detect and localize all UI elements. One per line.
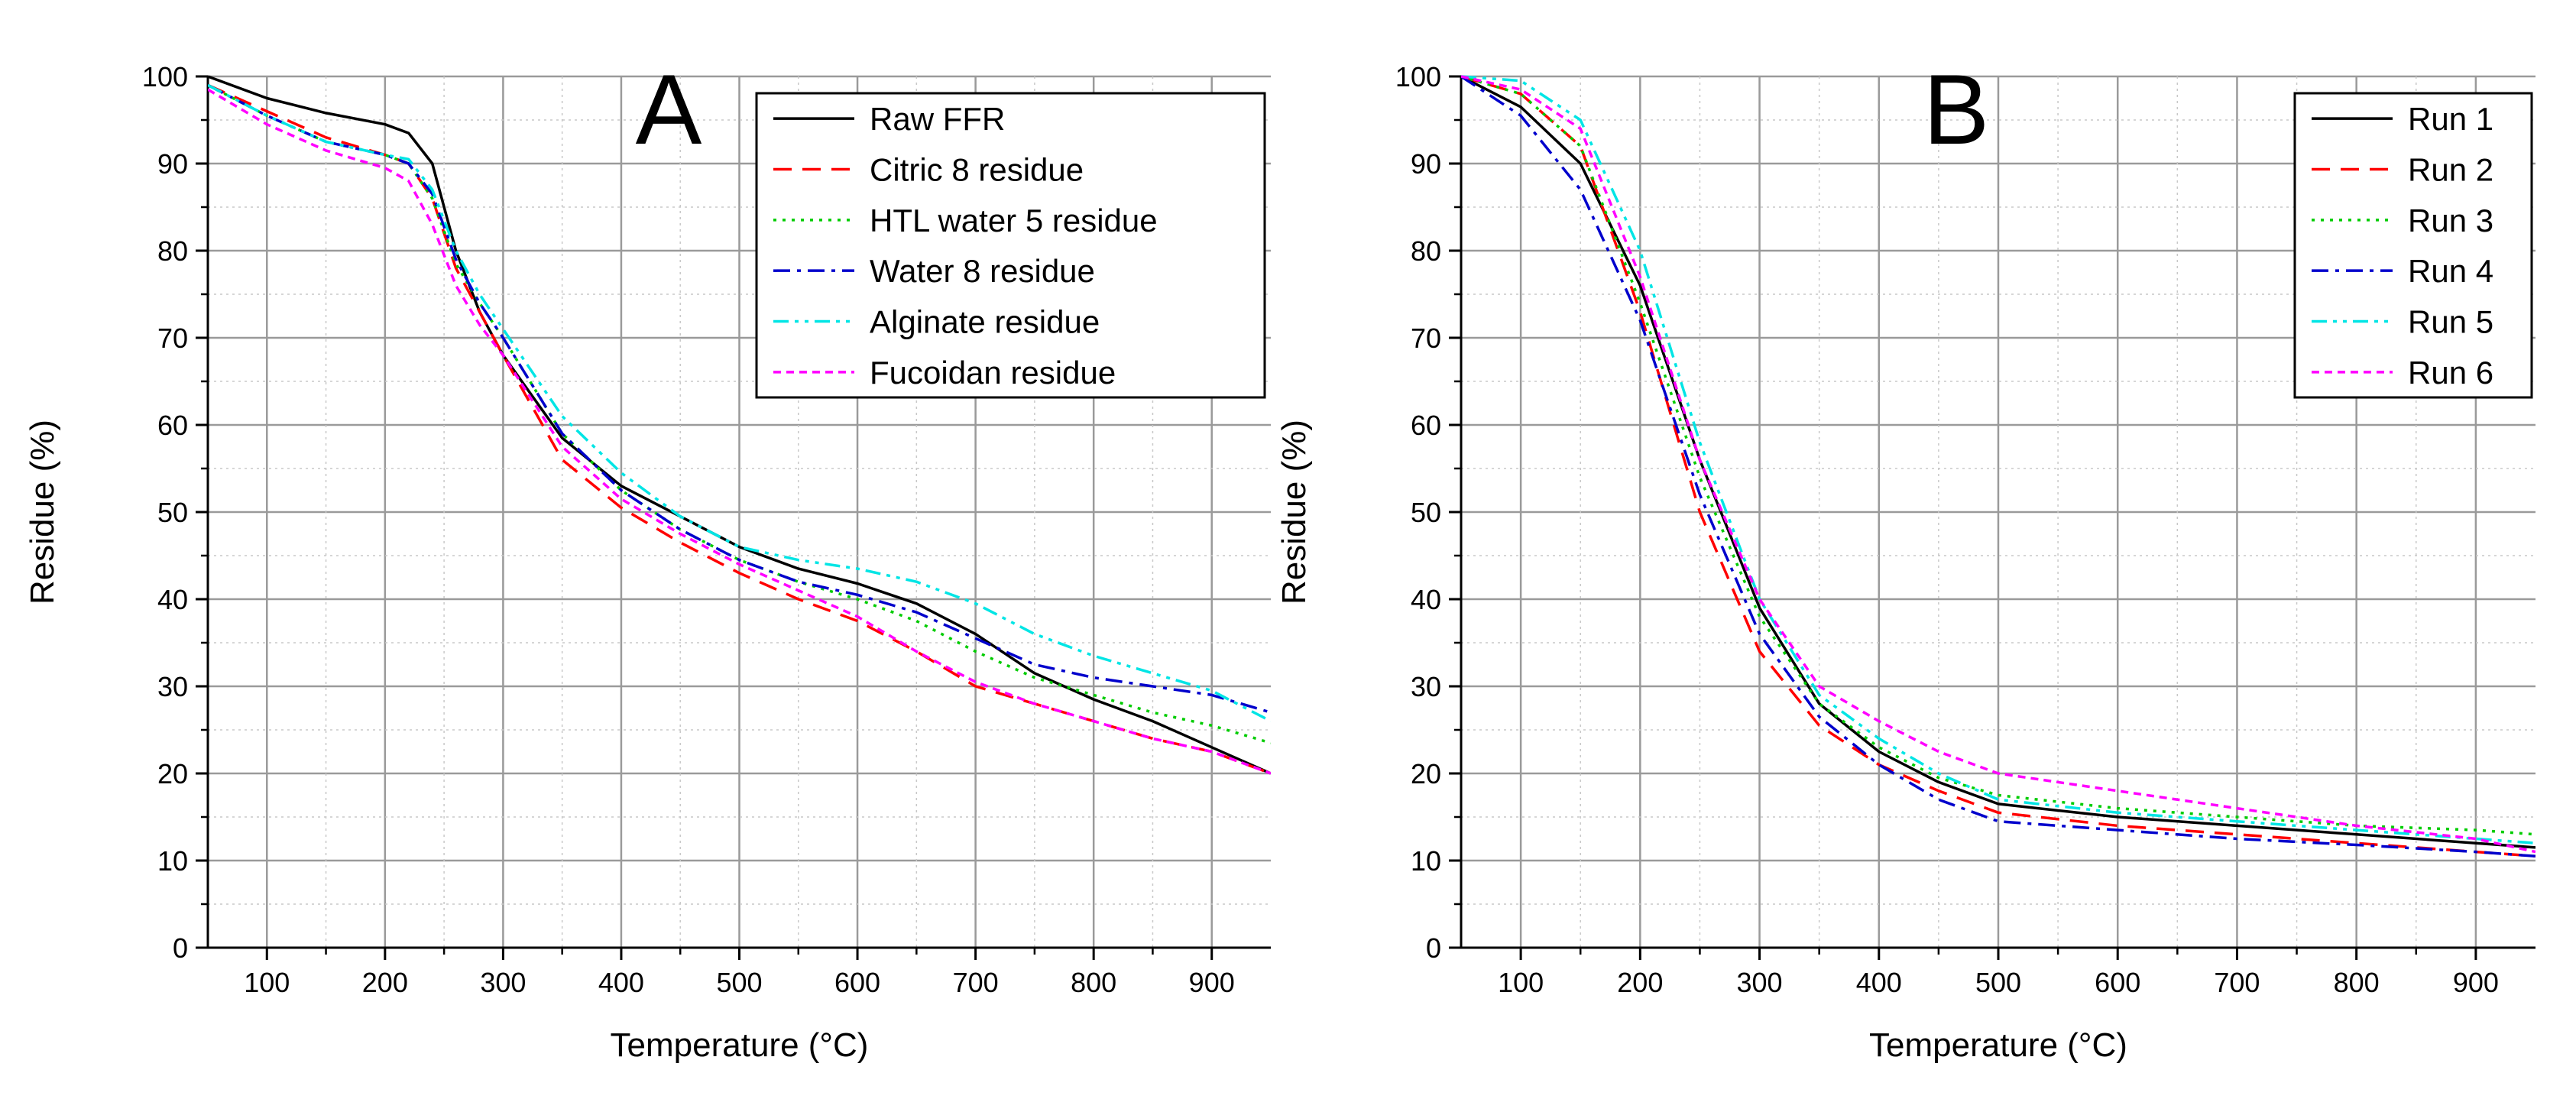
panel-a-y-tick-label: 70: [157, 323, 188, 354]
panel-a-y-tick-label: 40: [157, 584, 188, 615]
panel-a-x-tick-label: 300: [480, 967, 526, 998]
legend-label-run-3: Run 3: [2408, 203, 2493, 238]
panel-a-y-axis-title: Residue (%): [24, 420, 61, 605]
panel-b-x-tick-label: 700: [2214, 967, 2260, 998]
series-line-raw-ffr: [208, 75, 1271, 775]
panel-b-y-tick-label: 20: [1411, 758, 1441, 789]
panel-b-y-tick-label: 10: [1411, 845, 1441, 877]
panel-b-legend: Run 1 Run 2 Run 3 Run 4 Run 5 Run 6: [2293, 92, 2533, 399]
panel-b-y-tick-label: 100: [1395, 61, 1441, 92]
panel-b-y-tick-label: 60: [1411, 410, 1441, 441]
panel-b-y-tick-label: 30: [1411, 671, 1441, 702]
legend-label-run-5: Run 5: [2408, 304, 2493, 340]
panel-a-x-tick-label: 500: [716, 967, 762, 998]
panel-a-x-axis-title: Temperature (°C): [611, 1026, 869, 1064]
panel-b-x-tick-label: 100: [1498, 967, 1544, 998]
panel-a-legend-box: [755, 92, 1266, 399]
panel-a-y-tick-label: 80: [157, 235, 188, 267]
chart-panel-b: 100 200 300 400 500 600 700 800 900 0 10 20 30 40 50 60…: [1275, 53, 2535, 1064]
panel-b-x-tick-label: 500: [1975, 967, 2021, 998]
panel-b-x-tick-label: 600: [2095, 967, 2140, 998]
panel-a-y-tick-label: 60: [157, 410, 188, 441]
series-line-run-6: [1461, 75, 2535, 854]
panel-b-y-tick-label: 0: [1426, 932, 1441, 964]
panel-a-y-tick-label: 20: [157, 758, 188, 789]
panel-a-x-tick-label: 100: [244, 967, 290, 998]
series-line-alginate-residue: [208, 83, 1271, 723]
panel-a-series-group: [208, 75, 1271, 775]
panel-b-y-tick-label: 40: [1411, 584, 1441, 615]
panel-b-y-tick-label: 50: [1411, 497, 1441, 528]
chart-panel-a: 100 200 300 400 500 600 700 800 900 0 10 20 30 40 50 60…: [24, 53, 1271, 1064]
series-line-run-1: [1461, 75, 2535, 849]
legend-label-fucoidan-residue: Fucoidan residue: [870, 355, 1116, 391]
panel-b-series-group: [1461, 75, 2535, 858]
series-line-fucoidan-residue: [208, 88, 1271, 775]
legend-label-raw-ffr: Raw FFR: [870, 101, 1005, 137]
panel-a-y-tick-label: 0: [173, 932, 188, 964]
series-line-water-8-residue: [208, 83, 1271, 714]
legend-label-water-8-residue: Water 8 residue: [870, 253, 1095, 289]
series-line-run-2: [1461, 75, 2535, 858]
series-line-run-5: [1461, 75, 2535, 845]
legend-label-run-4: Run 4: [2408, 253, 2493, 289]
panel-b-x-tick-label: 400: [1856, 967, 1902, 998]
series-line-htl-water-5-residue: [208, 83, 1271, 744]
panel-a-y-tick-label: 100: [142, 61, 188, 92]
panel-b-legend-box: [2293, 92, 2533, 399]
panel-a-y-tick-label: 50: [157, 497, 188, 528]
panel-a-legend: Raw FFR Citric 8 residue HTL water 5 resid…: [755, 92, 1266, 399]
panel-b-letter: B: [1923, 53, 1990, 165]
panel-b-x-tick-label: 900: [2453, 967, 2499, 998]
panel-a-x-tick-label: 400: [598, 967, 644, 998]
legend-label-citric-8-residue: Citric 8 residue: [870, 152, 1084, 188]
panel-b-y-tick-label: 90: [1411, 148, 1441, 180]
panel-b-y-tick-label: 80: [1411, 235, 1441, 267]
legend-label-run-2: Run 2: [2408, 152, 2493, 188]
panel-b-x-tick-label: 800: [2334, 967, 2380, 998]
legend-label-run-1: Run 1: [2408, 101, 2493, 137]
panel-b-y-axis-title: Residue (%): [1275, 420, 1313, 605]
panel-b-grid: [1461, 75, 2535, 948]
legend-label-alginate-residue: Alginate residue: [870, 304, 1100, 340]
panel-a-x-tick-label: 900: [1189, 967, 1235, 998]
panel-a-y-tick-label: 10: [157, 845, 188, 877]
panel-a-y-tick-label: 90: [157, 148, 188, 180]
panel-b-x-axis-title: Temperature (°C): [1869, 1026, 2127, 1064]
panel-b-y-tick-label: 70: [1411, 323, 1441, 354]
panel-a-x-tick-label: 600: [834, 967, 880, 998]
panel-a-x-tick-label: 700: [953, 967, 999, 998]
panel-a-x-tick-label: 800: [1071, 967, 1116, 998]
legend-label-run-6: Run 6: [2408, 355, 2493, 391]
panel-a-y-tick-label: 30: [157, 671, 188, 702]
panel-a-x-tick-label: 200: [362, 967, 408, 998]
series-line-run-4: [1461, 75, 2535, 858]
panel-b-x-tick-label: 200: [1617, 967, 1663, 998]
panel-a-letter: A: [636, 53, 702, 165]
legend-label-htl-water-5-residue: HTL water 5 residue: [870, 203, 1158, 238]
panel-b-x-tick-label: 300: [1737, 967, 1783, 998]
